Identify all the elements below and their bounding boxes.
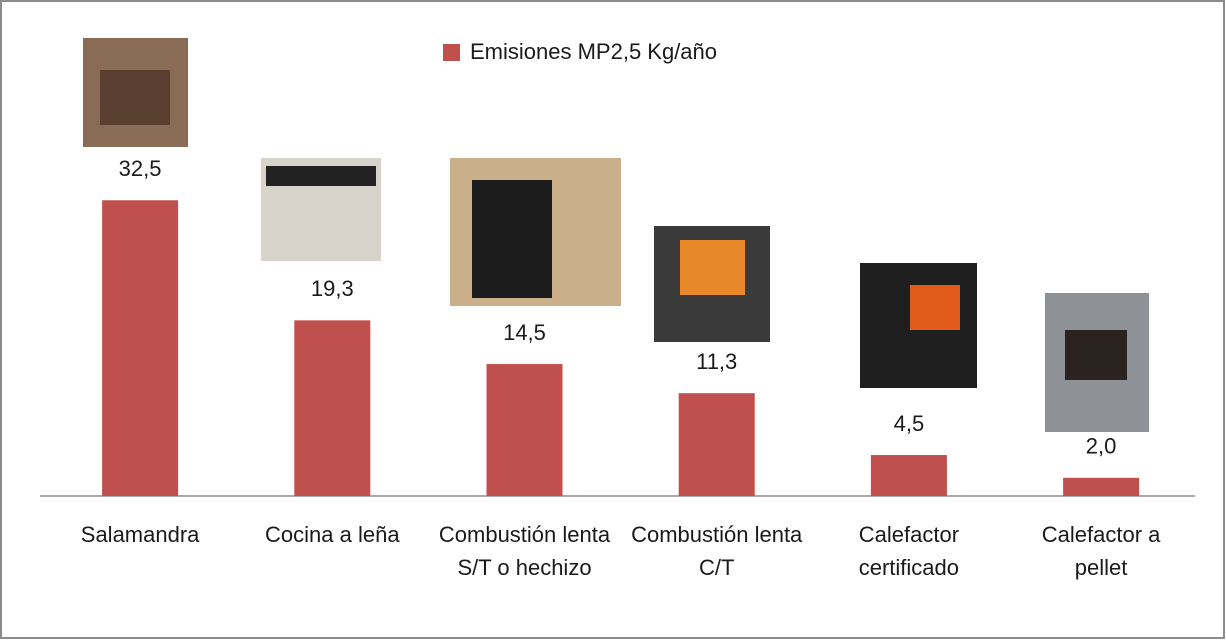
- category-label: Combustión lenta S/T o hechizo: [438, 522, 611, 580]
- stove-photo-detail: [680, 240, 745, 295]
- category-label: Calefactor a pellet: [1041, 522, 1161, 580]
- legend-label: Emisiones MP2,5 Kg/año: [470, 39, 717, 64]
- stove-photo-detail: [472, 180, 552, 298]
- value-label: 14,5: [503, 320, 546, 345]
- stove-photo-detail: [100, 70, 170, 125]
- value-label: 4,5: [894, 411, 925, 436]
- category-label: Salamandra: [80, 522, 200, 547]
- bar: [294, 320, 371, 496]
- value-label: 2,0: [1086, 434, 1117, 459]
- stove-photo-detail: [266, 166, 376, 186]
- value-label: 11,3: [696, 349, 737, 374]
- stove-photo-detail: [1065, 330, 1127, 380]
- bar: [102, 200, 179, 496]
- bar: [1063, 477, 1140, 496]
- bar: [678, 393, 755, 496]
- category-label: Cocina a leña: [265, 522, 400, 547]
- bar: [486, 364, 563, 496]
- legend-swatch: [443, 44, 460, 61]
- stove-photo-detail: [910, 285, 960, 330]
- category-label: Combustión lenta C/T: [631, 522, 803, 580]
- value-label: 32,5: [119, 156, 162, 181]
- value-label: 19,3: [311, 276, 354, 301]
- stove-photos: [83, 38, 1149, 432]
- category-label: Calefactor certificado: [858, 522, 960, 580]
- bar: [870, 455, 947, 496]
